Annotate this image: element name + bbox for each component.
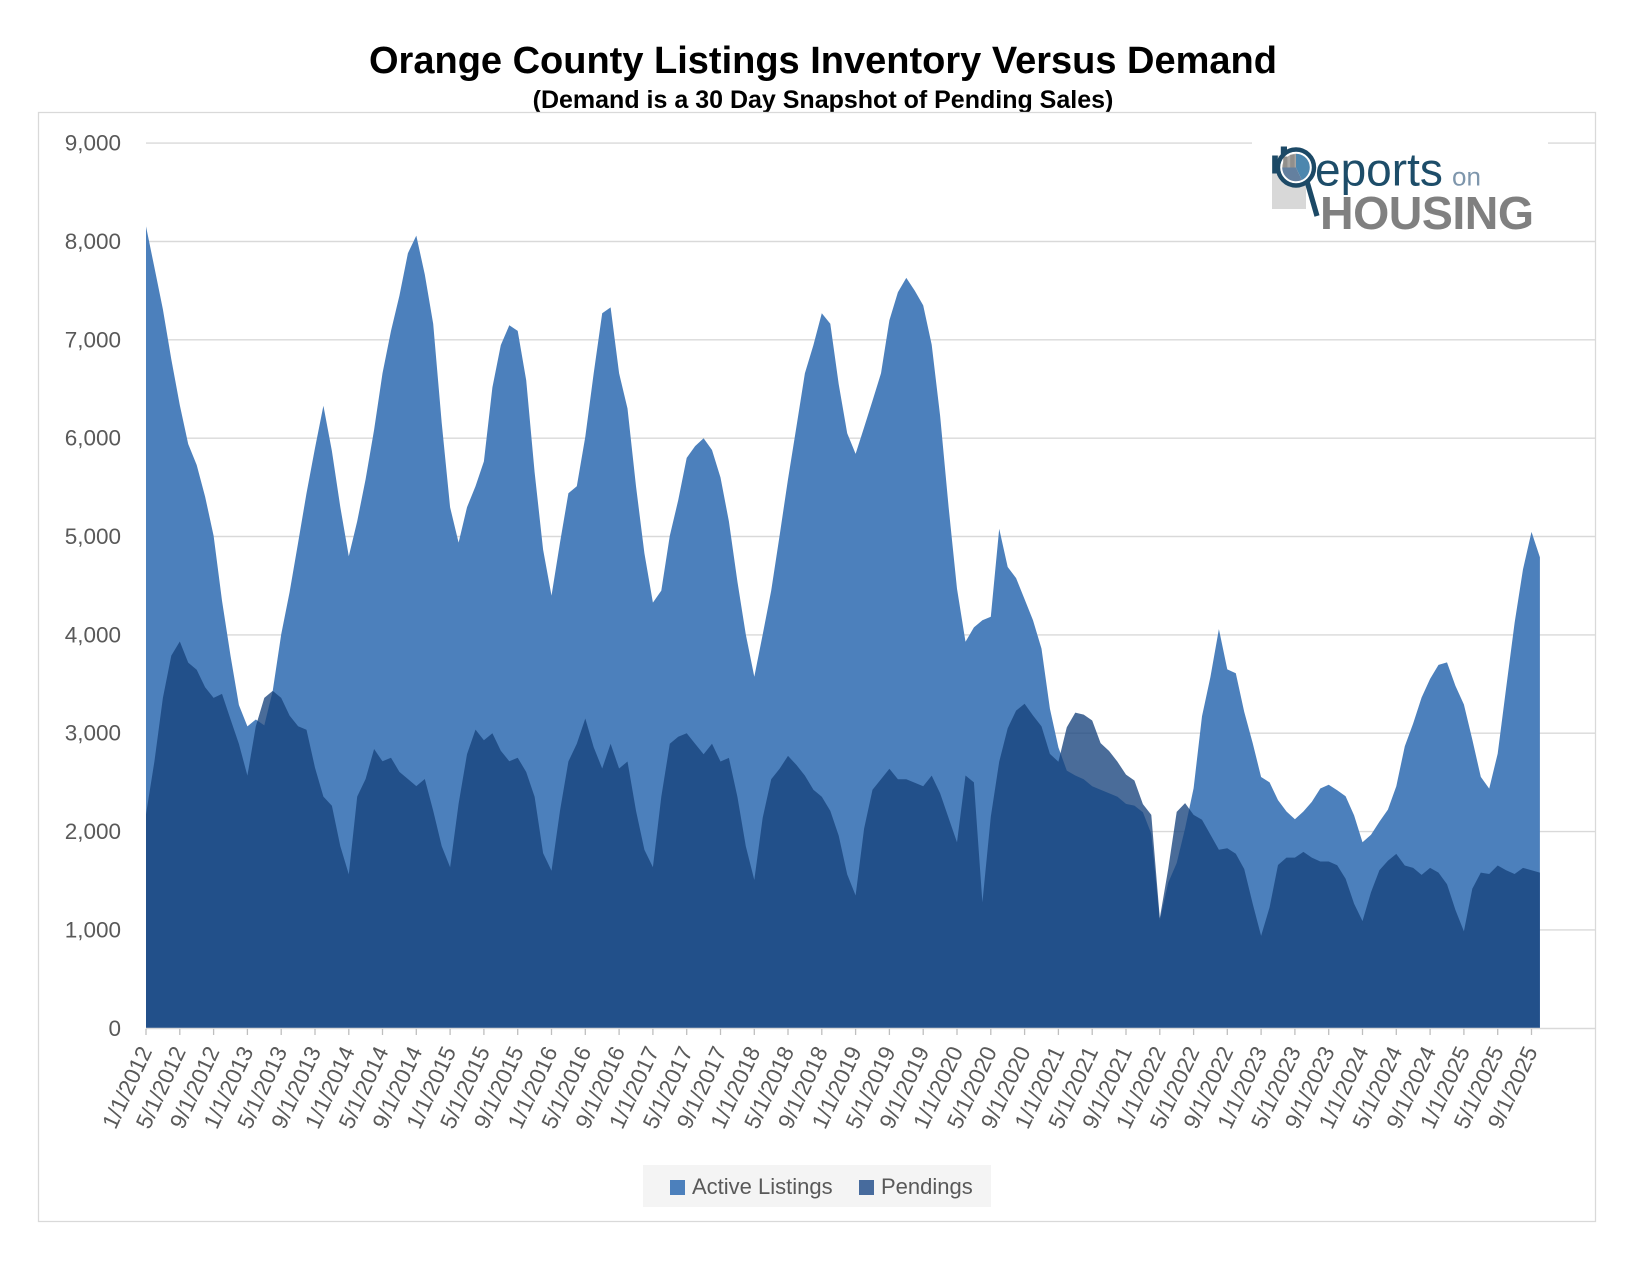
svg-text:Orange County Listings Invento: Orange County Listings Inventory Versus … (369, 40, 1277, 82)
svg-text:HOUSING: HOUSING (1320, 187, 1534, 239)
svg-text:2,000: 2,000 (65, 819, 121, 844)
svg-text:8,000: 8,000 (65, 229, 121, 254)
svg-text:Pendings: Pendings (881, 1174, 973, 1199)
svg-text:9,000: 9,000 (65, 131, 121, 156)
svg-text:0: 0 (108, 1016, 121, 1041)
svg-text:4,000: 4,000 (65, 622, 121, 647)
svg-text:(Demand is a 30 Day Snapshot o: (Demand is a 30 Day Snapshot of Pending … (533, 86, 1114, 114)
svg-text:7,000: 7,000 (65, 327, 121, 352)
svg-text:3,000: 3,000 (65, 721, 121, 746)
svg-text:5,000: 5,000 (65, 524, 121, 549)
svg-text:1,000: 1,000 (65, 917, 121, 942)
svg-text:eports: eports (1315, 144, 1443, 196)
svg-text:6,000: 6,000 (65, 426, 121, 451)
svg-text:on: on (1452, 162, 1481, 192)
svg-text:Active Listings: Active Listings (692, 1174, 833, 1199)
